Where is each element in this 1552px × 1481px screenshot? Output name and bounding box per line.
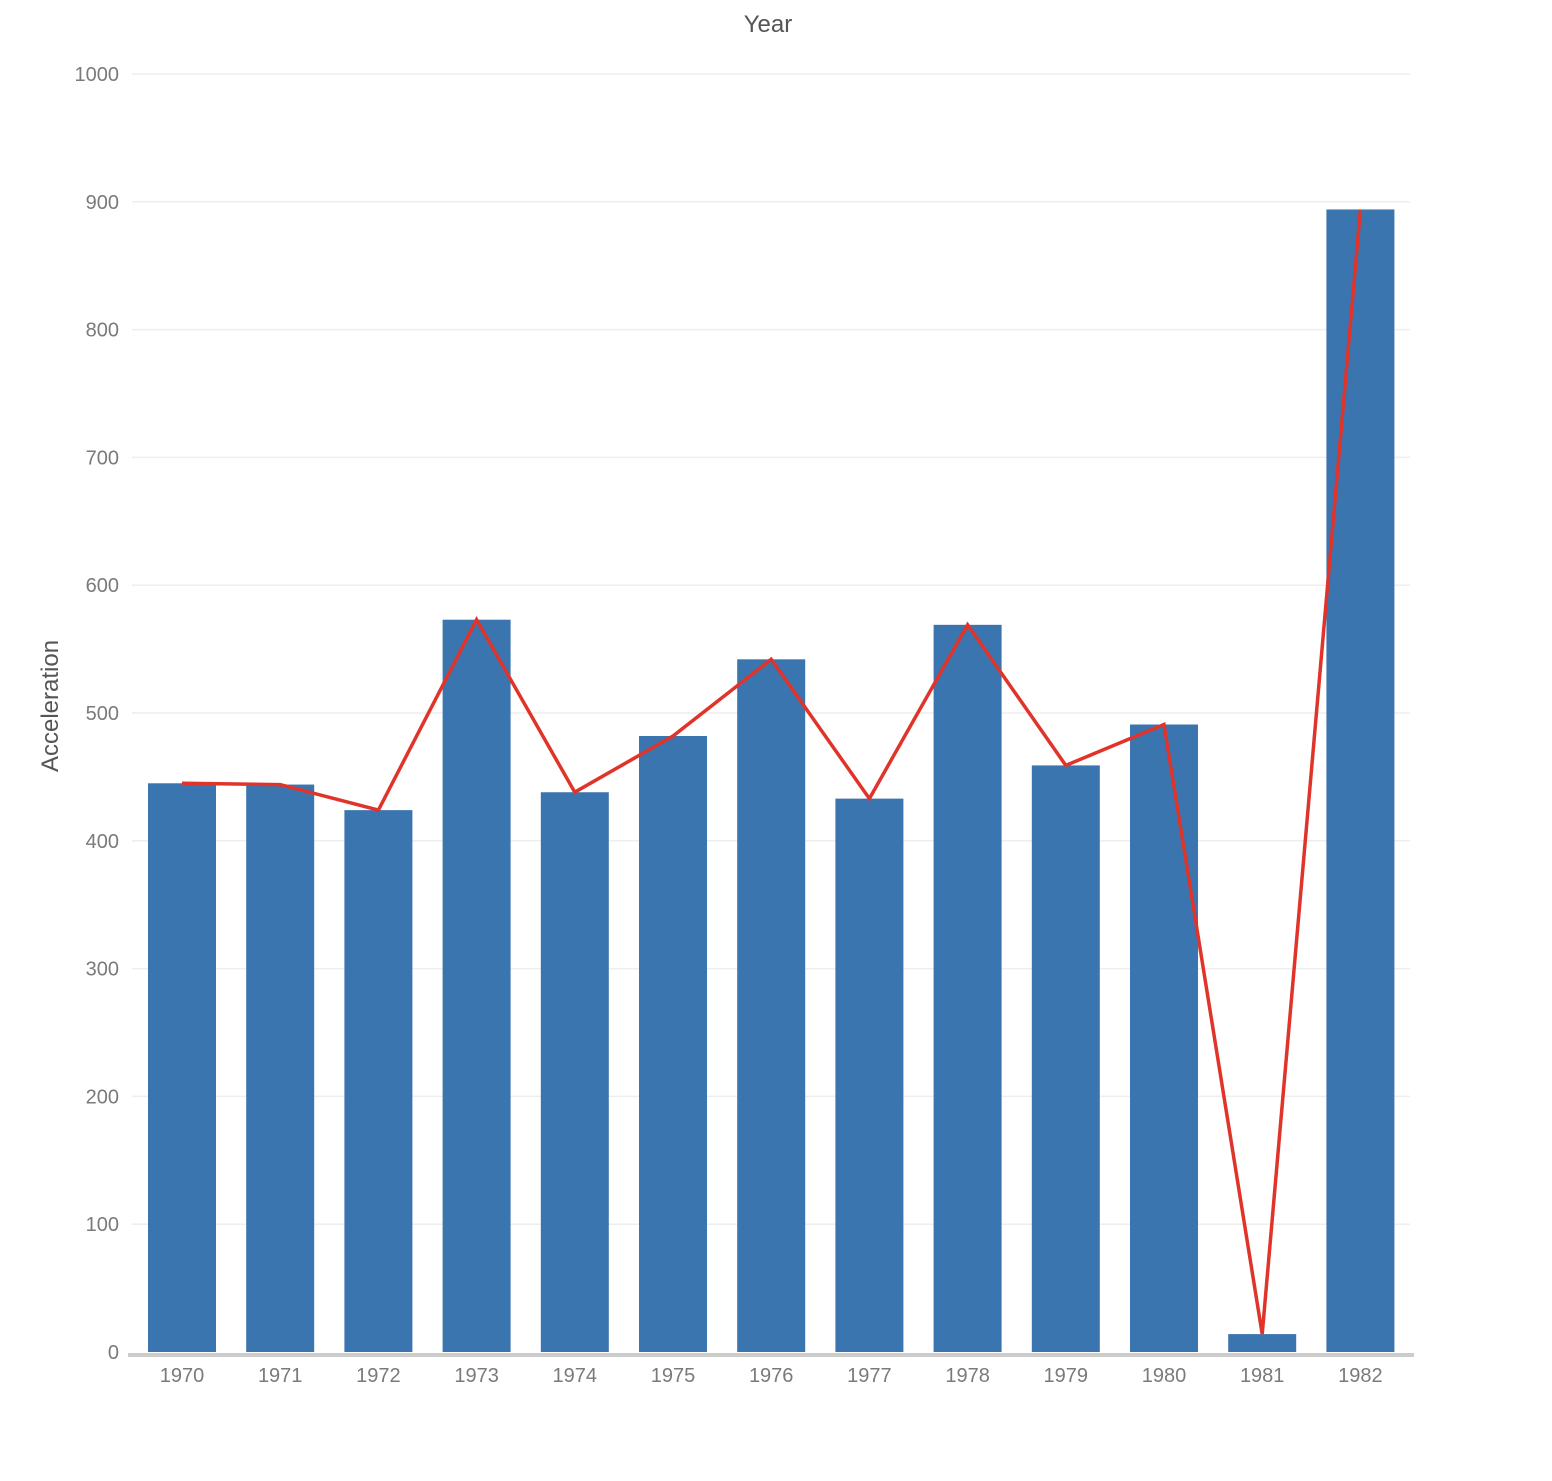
- y-tick-label: 800: [86, 320, 119, 342]
- y-tick-label: 600: [86, 575, 119, 597]
- y-tick-label: 500: [86, 703, 119, 725]
- line-series-path: [181, 209, 1363, 1335]
- bar: [737, 659, 806, 1352]
- x-tick-label: 1980: [1142, 1365, 1187, 1387]
- y-tick-label: 900: [86, 192, 119, 214]
- bar: [1031, 765, 1100, 1352]
- bar: [835, 798, 904, 1352]
- bar: [148, 783, 216, 1352]
- y-tick-label: 1000: [75, 64, 120, 86]
- bar: [639, 736, 707, 1352]
- bar: [344, 810, 413, 1352]
- x-tick-label: 1976: [749, 1365, 794, 1387]
- y-tick-label: 0: [108, 1342, 119, 1364]
- bar: [1228, 1334, 1297, 1352]
- y-tick-label: 200: [86, 1086, 119, 1108]
- y-axis-title: Acceleration: [37, 640, 64, 772]
- x-tick-label: 1979: [1044, 1365, 1089, 1387]
- bars: [148, 209, 1395, 1352]
- x-tick-label: 1977: [847, 1365, 892, 1387]
- x-tick-label: 1978: [945, 1365, 990, 1387]
- bar: [1130, 724, 1198, 1352]
- bar: [1326, 209, 1395, 1352]
- x-tick-label: 1975: [651, 1365, 696, 1387]
- x-tick-label: 1973: [454, 1365, 499, 1387]
- bar: [933, 624, 1002, 1352]
- x-axis-ticks: 1970 1971 1972 1973 1974 1975 1976 1977 1978 1979…: [160, 1365, 1383, 1387]
- y-tick-label: 400: [86, 831, 119, 853]
- x-axis-title: Year: [744, 11, 793, 38]
- y-axis-ticks: 0 100 200 300 400 500 600 700 800 900 1000: [75, 64, 120, 1364]
- x-tick-label: 1972: [356, 1365, 401, 1387]
- y-tick-label: 300: [86, 959, 119, 981]
- x-tick-label: 1971: [258, 1365, 303, 1387]
- x-tick-label: 1981: [1240, 1365, 1285, 1387]
- bar: [540, 792, 609, 1352]
- x-tick-label: 1982: [1338, 1365, 1383, 1387]
- x-tick-label: 1974: [553, 1365, 598, 1387]
- x-tick-label: 1970: [160, 1365, 205, 1387]
- y-tick-label: 100: [86, 1214, 119, 1236]
- bar: [246, 784, 315, 1352]
- y-tick-label: 700: [86, 447, 119, 469]
- bar: [442, 619, 511, 1352]
- line-series: [181, 209, 1363, 1335]
